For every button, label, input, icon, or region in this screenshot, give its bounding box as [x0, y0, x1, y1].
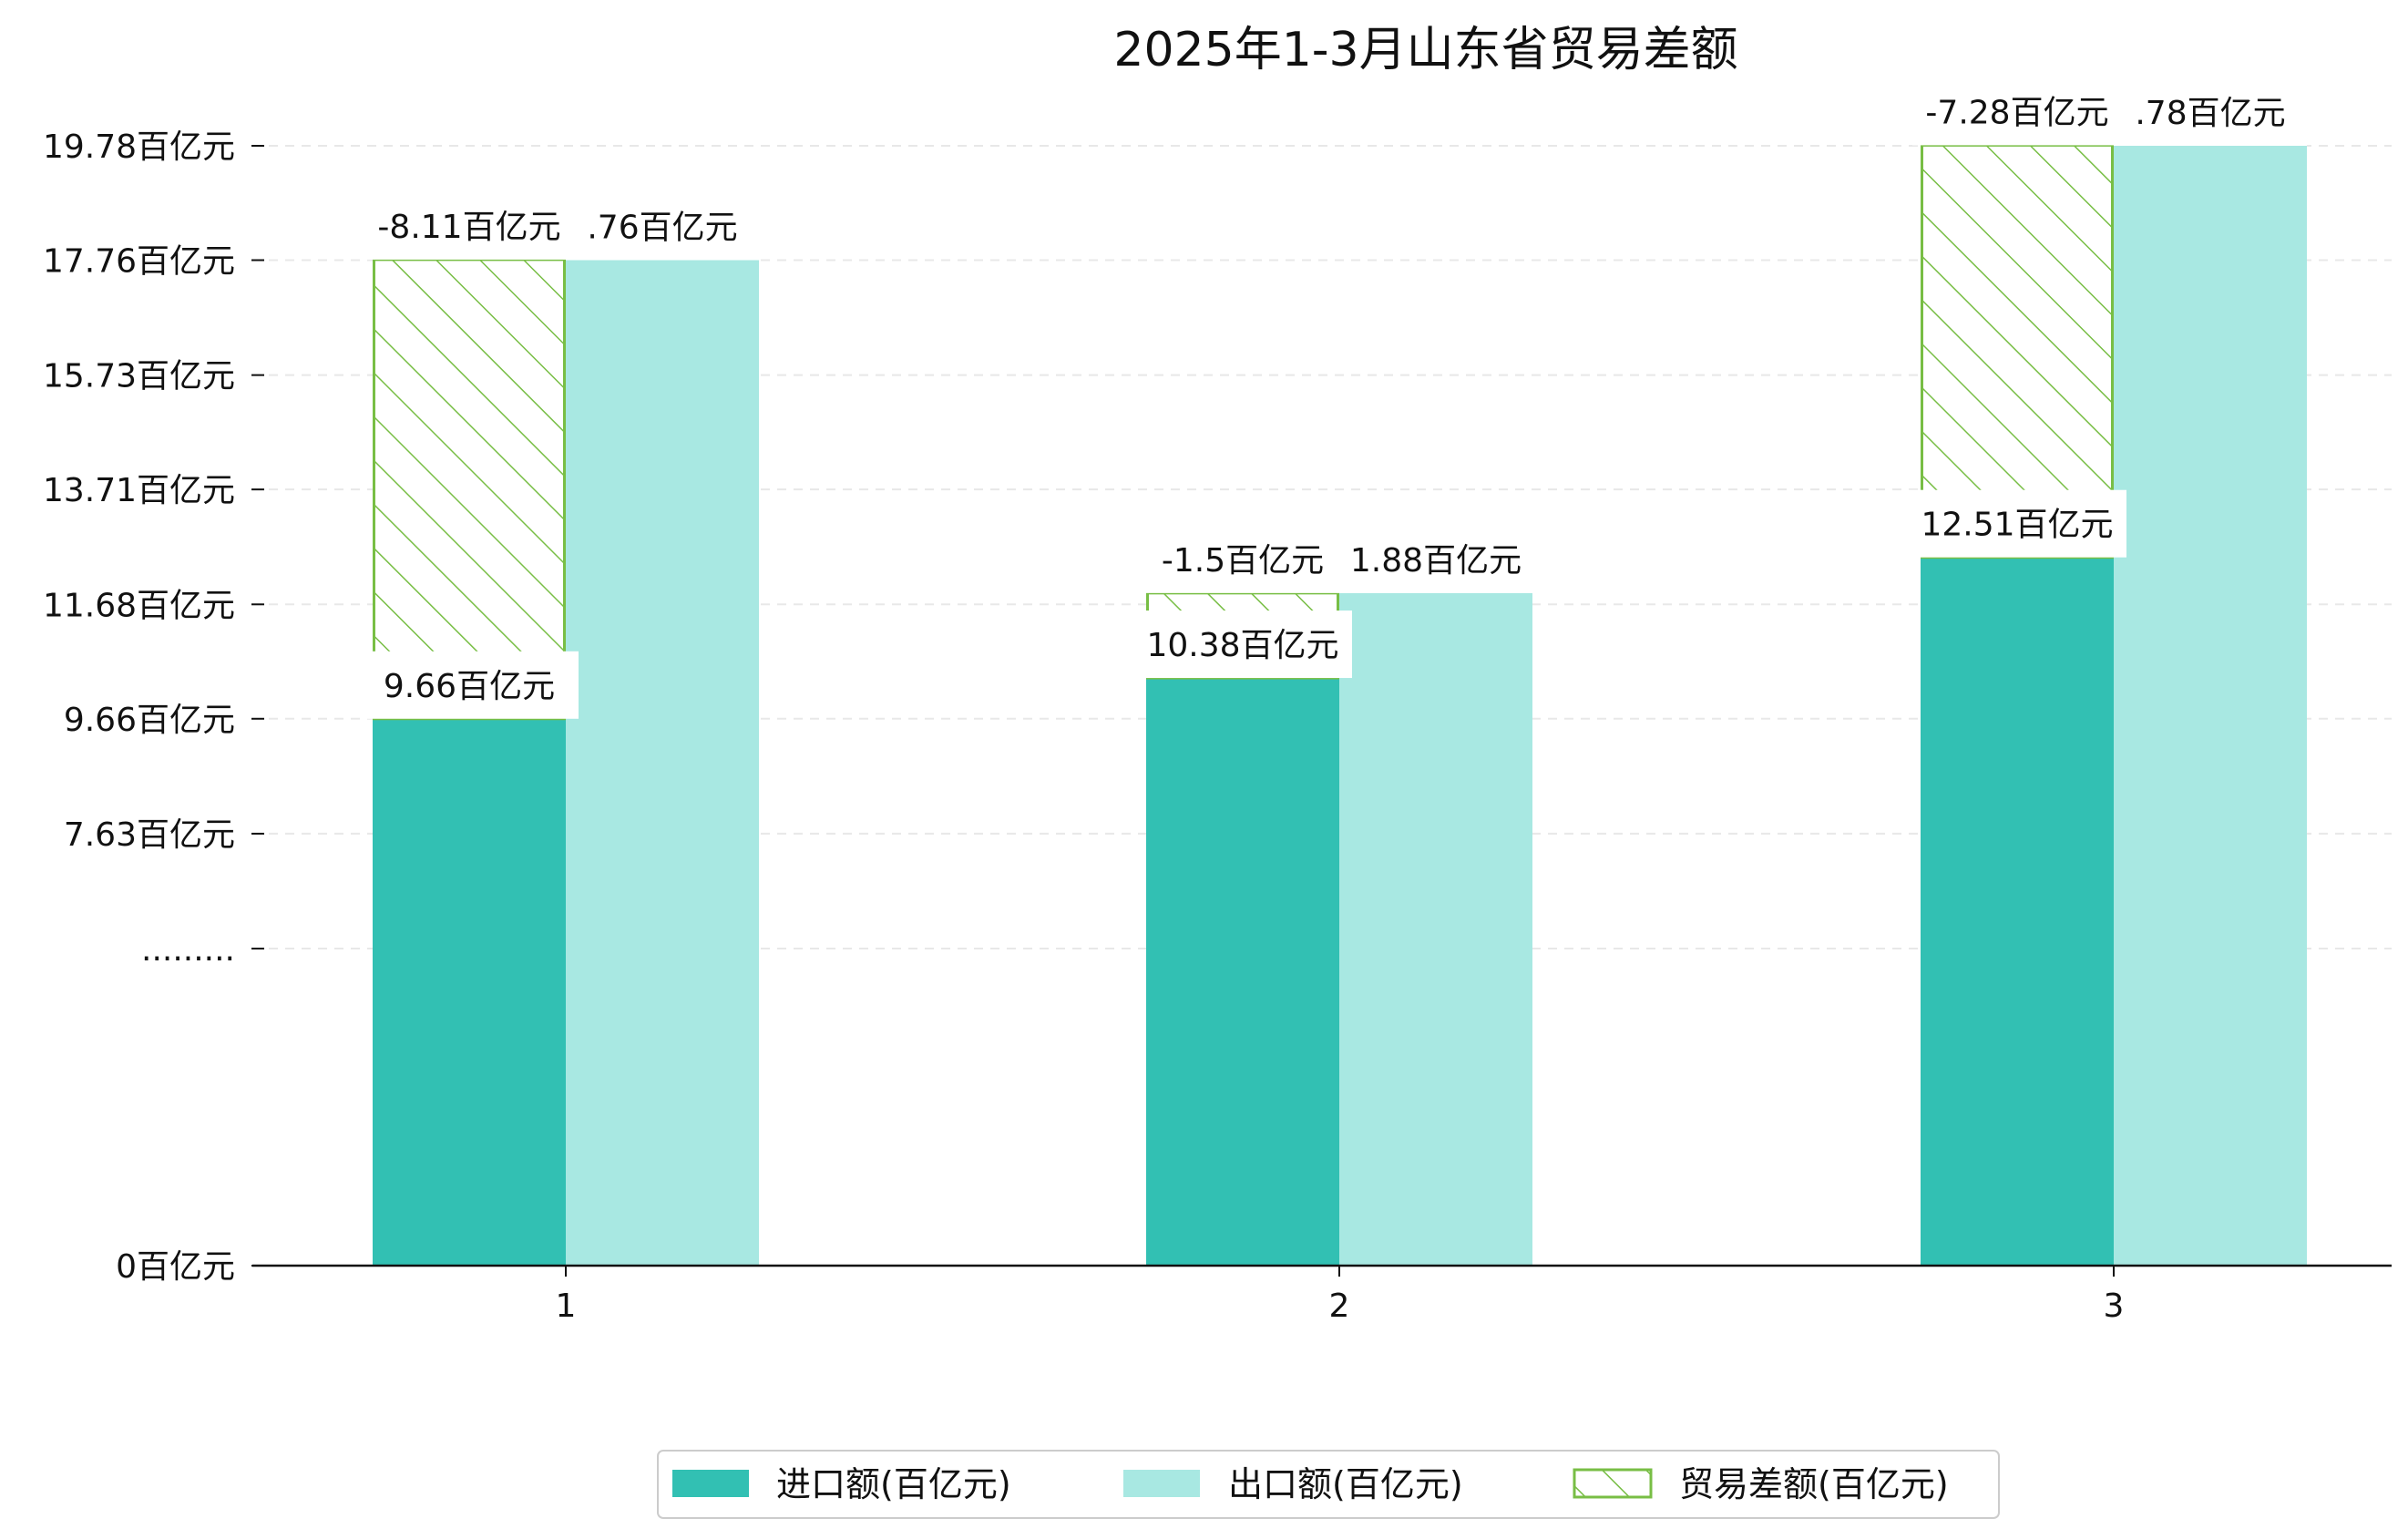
legend-label: 贸易差额(百亿元) — [1679, 1464, 1949, 1504]
value-label-bg — [1138, 525, 1347, 593]
value-label-bg — [2114, 78, 2307, 146]
x-tick-label: 3 — [2104, 1288, 2125, 1325]
bars — [373, 143, 2307, 1266]
chart-title: 2025年1-3月山东省贸易差额 — [1113, 23, 1737, 77]
legend: 进口额(百亿元) 出口额(百亿元) 贸易差额(百亿元) — [657, 1450, 2000, 1519]
value-label-bg — [1133, 610, 1352, 679]
legend-swatch — [1573, 1468, 1653, 1499]
value-label: -8.11百亿元 — [377, 209, 560, 246]
y-tick-label: 0百亿元 — [116, 1248, 235, 1286]
bar-import — [1146, 678, 1339, 1266]
legend-box — [657, 1450, 2000, 1519]
value-label-bg — [566, 192, 759, 261]
legend-swatch — [672, 1470, 749, 1497]
value-label: 12.51百亿元 — [1921, 507, 2113, 544]
bar-export — [2114, 146, 2307, 1266]
value-label-bg — [364, 191, 574, 260]
bar-export — [1339, 592, 1532, 1266]
axes: 0百亿元......... 7.63百亿元 9.66百亿元 11.68百亿元 13.71… — [43, 128, 2392, 1325]
y-tick-label: 17.76百亿元 — [43, 243, 235, 281]
y-tick-label: ......... — [141, 931, 235, 969]
y-tick-label: 7.63百亿元 — [64, 816, 235, 854]
value-label: .78百亿元 — [2135, 95, 2285, 132]
value-label: 10.38百亿元 — [1146, 627, 1338, 664]
y-tick-label: 15.73百亿元 — [43, 358, 235, 395]
value-label: -1.5百亿元 — [1162, 542, 1324, 580]
y-tick-label: 11.68百亿元 — [43, 587, 235, 624]
value-label-bg — [1339, 525, 1532, 593]
value-label: .76百亿元 — [587, 210, 737, 247]
value-label: 9.66百亿元 — [384, 668, 555, 705]
y-tick-label: 13.71百亿元 — [43, 472, 235, 509]
y-tick-label: 9.66百亿元 — [64, 702, 235, 739]
y-tick-label: 19.78百亿元 — [43, 128, 235, 166]
legend-label: 出口额(百亿元) — [1228, 1464, 1463, 1504]
value-label: -7.28百亿元 — [1925, 94, 2108, 131]
legend-label: 进口额(百亿元) — [776, 1464, 1011, 1504]
bar-balance — [373, 258, 566, 721]
bar-export — [566, 260, 759, 1266]
bar-import — [373, 718, 566, 1266]
value-label-bg — [360, 651, 579, 719]
value-label-bg — [1908, 489, 2126, 558]
legend-swatch — [1123, 1470, 1200, 1497]
bar-import — [1921, 557, 2114, 1266]
x-tick-label: 2 — [1329, 1288, 1350, 1325]
x-tick-label: 1 — [556, 1288, 577, 1325]
value-labels: .76百亿元 -8.11百亿元 9.66百亿元 1.88百亿元 -1.5百亿元 10.38… — [360, 77, 2307, 719]
value-label-bg — [1912, 77, 2122, 146]
value-label: 1.88百亿元 — [1350, 542, 1522, 580]
